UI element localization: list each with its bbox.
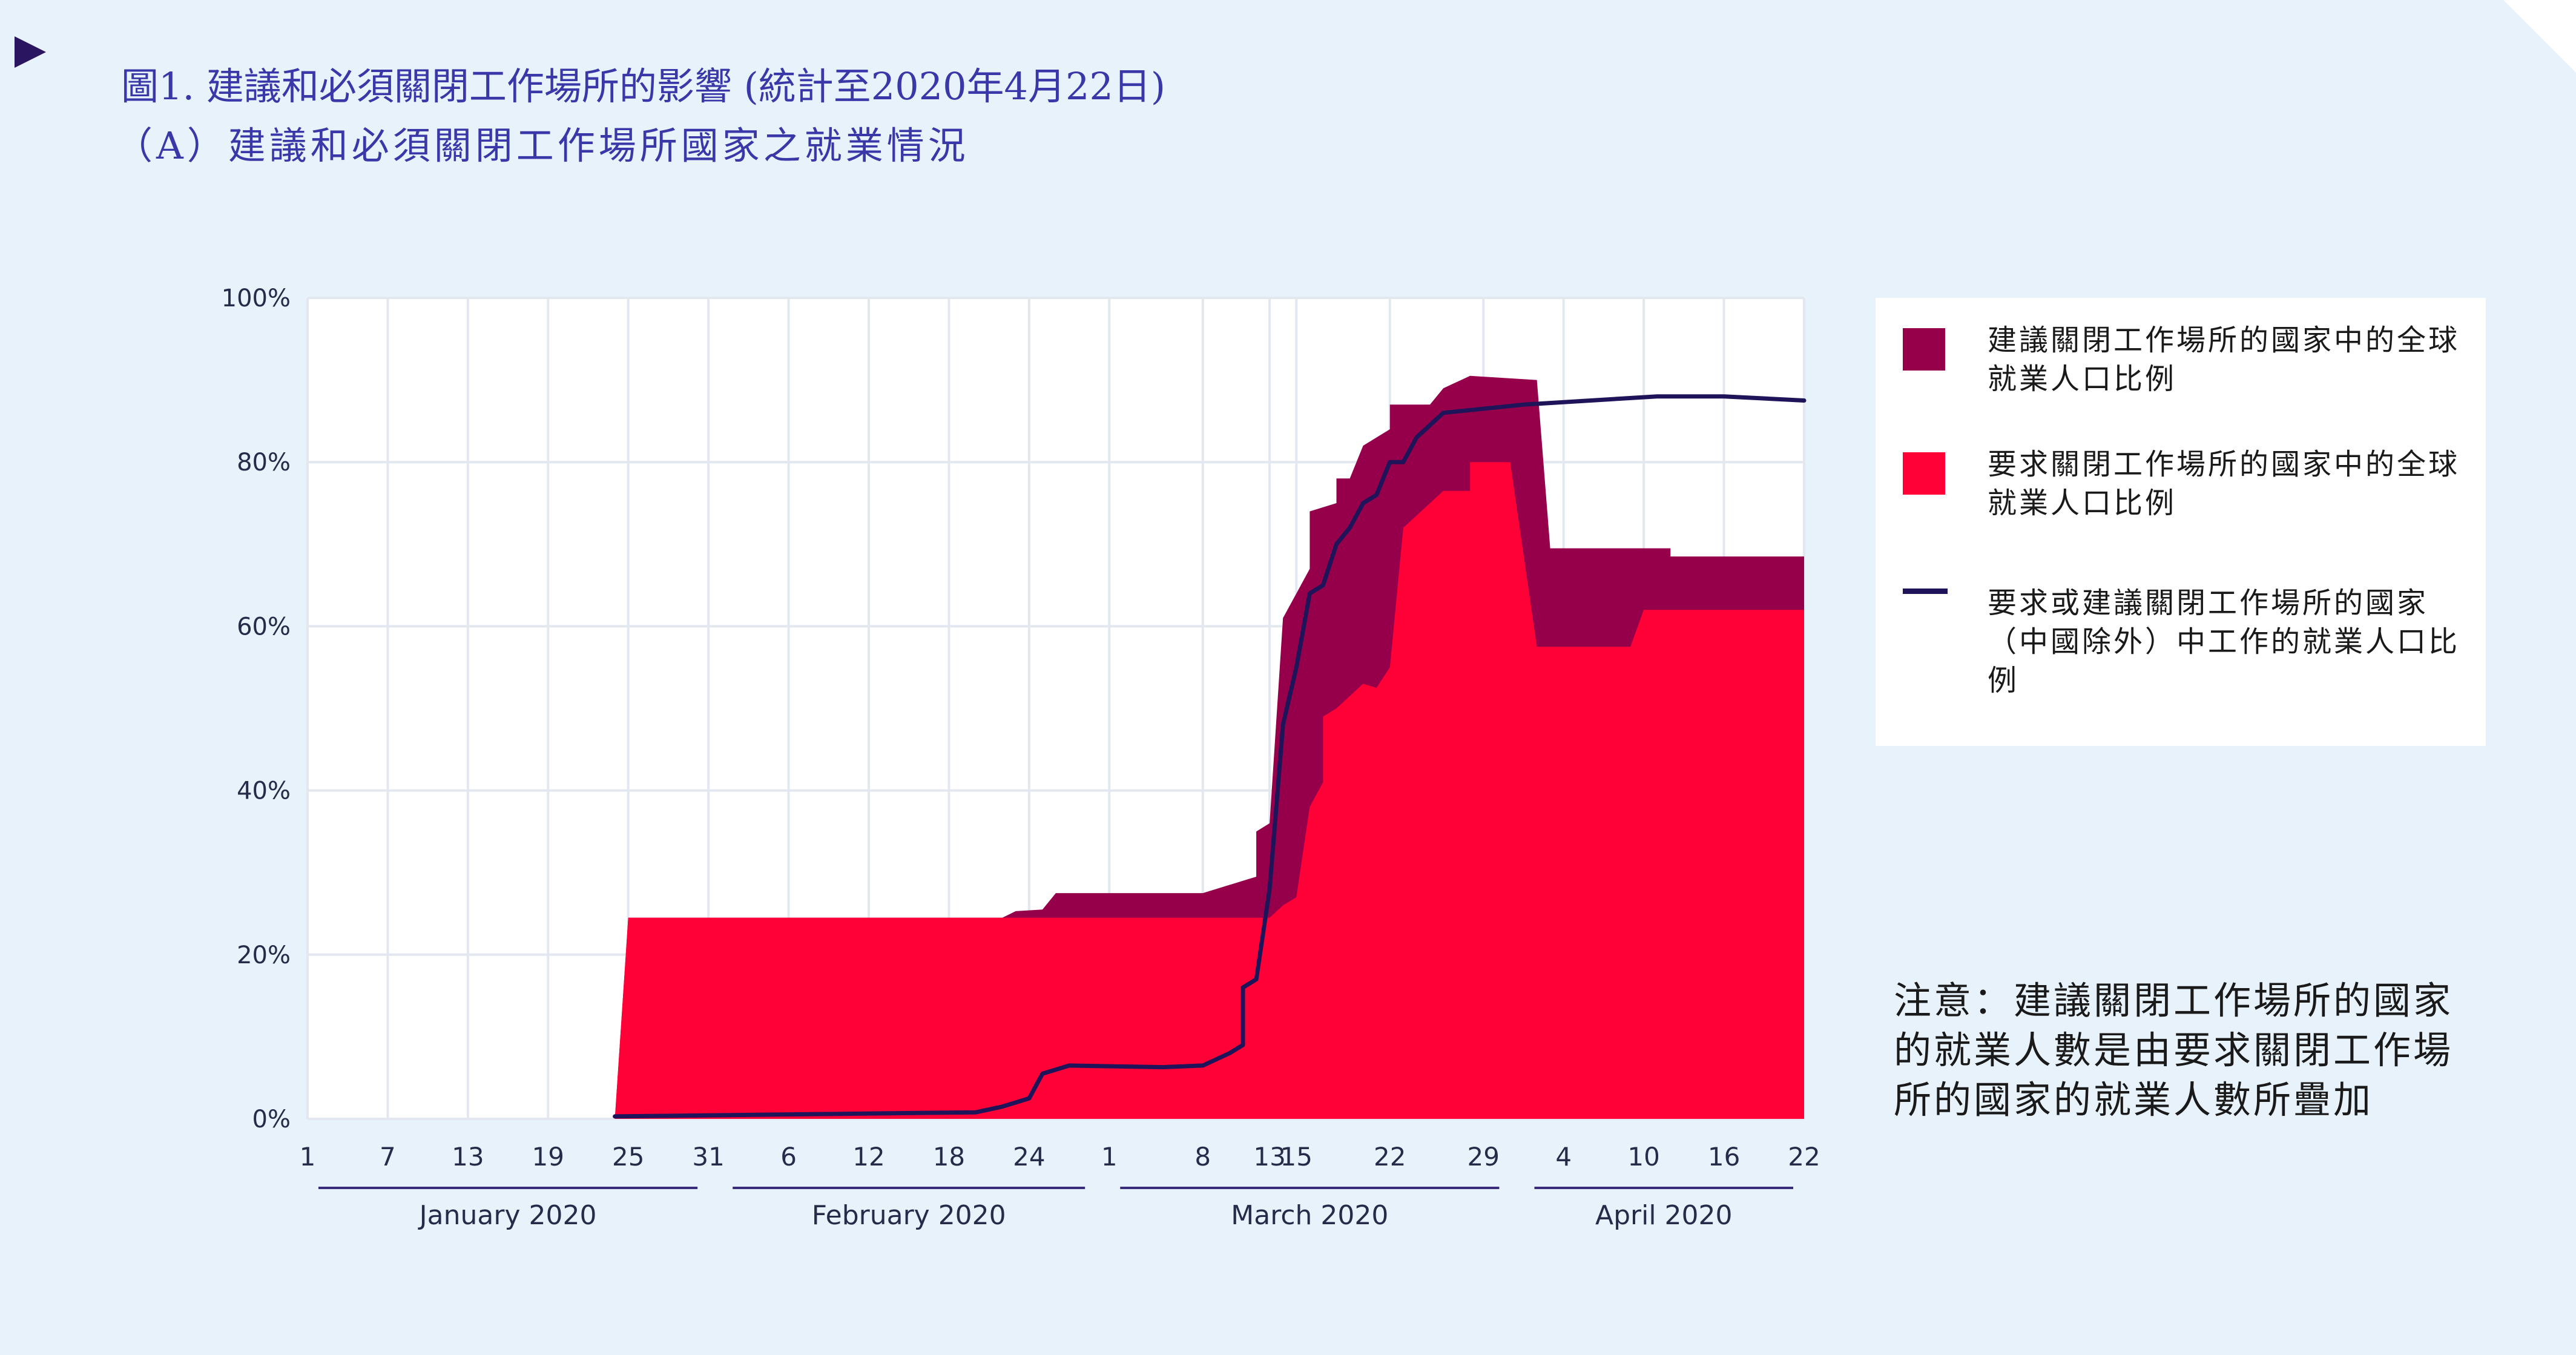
y-axis: 0% 20% 40% 60% 80% 100% <box>222 285 291 1133</box>
y-tick-label: 0% <box>252 1106 291 1133</box>
legend-label-required: 要求關閉工作場所的國家中的全球就業人口比例 <box>1988 447 2460 520</box>
area-series-1 <box>614 462 1804 1119</box>
y-tick-label: 60% <box>237 613 291 641</box>
areas <box>614 375 1804 1119</box>
x-tick-label: 8 <box>1194 1142 1211 1172</box>
chart-note: 注意：建議關閉工作場所的國家的就業人數是由要求關閉工作場所的國家的就業人數所疊加 <box>1894 978 2454 1122</box>
x-tick-label: 13 <box>1253 1142 1285 1172</box>
x-tick-label: 18 <box>933 1142 965 1172</box>
legend-label-line: 要求或建議關閉工作場所的國家（中國除外）中工作的就業人口比例 <box>1988 586 2460 697</box>
triangle-marker-icon <box>15 36 46 68</box>
figure-subtitle: （A）建議和必須關閉工作場所國家之就業情況 <box>115 124 969 168</box>
figure-title: 圖1. 建議和必須關閉工作場所的影響 (統計至2020年4月22日) <box>121 64 1166 108</box>
y-tick-label: 40% <box>237 777 291 805</box>
y-tick-label: 100% <box>222 285 291 312</box>
month-label: April 2020 <box>1595 1200 1733 1231</box>
x-tick-label: 22 <box>1788 1142 1820 1172</box>
x-tick-label: 1 <box>300 1142 316 1172</box>
month-label: January 2020 <box>418 1200 597 1231</box>
x-tick-label: 12 <box>852 1142 884 1172</box>
x-tick-label: 19 <box>532 1142 564 1172</box>
x-tick-label: 13 <box>452 1142 484 1172</box>
y-tick-label: 80% <box>237 449 291 476</box>
x-tick-label: 7 <box>380 1142 396 1172</box>
x-tick-label: 24 <box>1013 1142 1045 1172</box>
lines <box>613 394 1807 1119</box>
x-tick-label: 31 <box>692 1142 724 1172</box>
x-tick-label: 16 <box>1708 1142 1740 1172</box>
y-tick-label: 20% <box>237 941 291 969</box>
month-label: February 2020 <box>812 1200 1006 1231</box>
legend: 建議關閉工作場所的國家中的全球就業人口比例 要求關閉工作場所的國家中的全球就業人… <box>1876 298 2486 746</box>
x-tick-label: 25 <box>612 1142 644 1172</box>
x-tick-label: 4 <box>1555 1142 1572 1172</box>
x-tick-label: 22 <box>1374 1142 1406 1172</box>
month-axis: January 2020 February 2020 March 2020 April… <box>318 1187 1793 1231</box>
line-series-2 <box>613 394 1807 1119</box>
legend-label-recommended: 建議關閉工作場所的國家中的全球就業人口比例 <box>1988 323 2460 396</box>
legend-swatch-required <box>1903 452 1945 495</box>
x-tick-label: 10 <box>1627 1142 1659 1172</box>
legend-swatch-recommended <box>1903 328 1945 371</box>
legend-line-marker <box>1903 588 1948 594</box>
x-tick-label: 1 <box>1101 1142 1118 1172</box>
x-tick-label: 6 <box>780 1142 797 1172</box>
month-label: March 2020 <box>1231 1200 1388 1231</box>
x-tick-label: 29 <box>1468 1142 1500 1172</box>
x-tick-label: 15 <box>1280 1142 1313 1172</box>
